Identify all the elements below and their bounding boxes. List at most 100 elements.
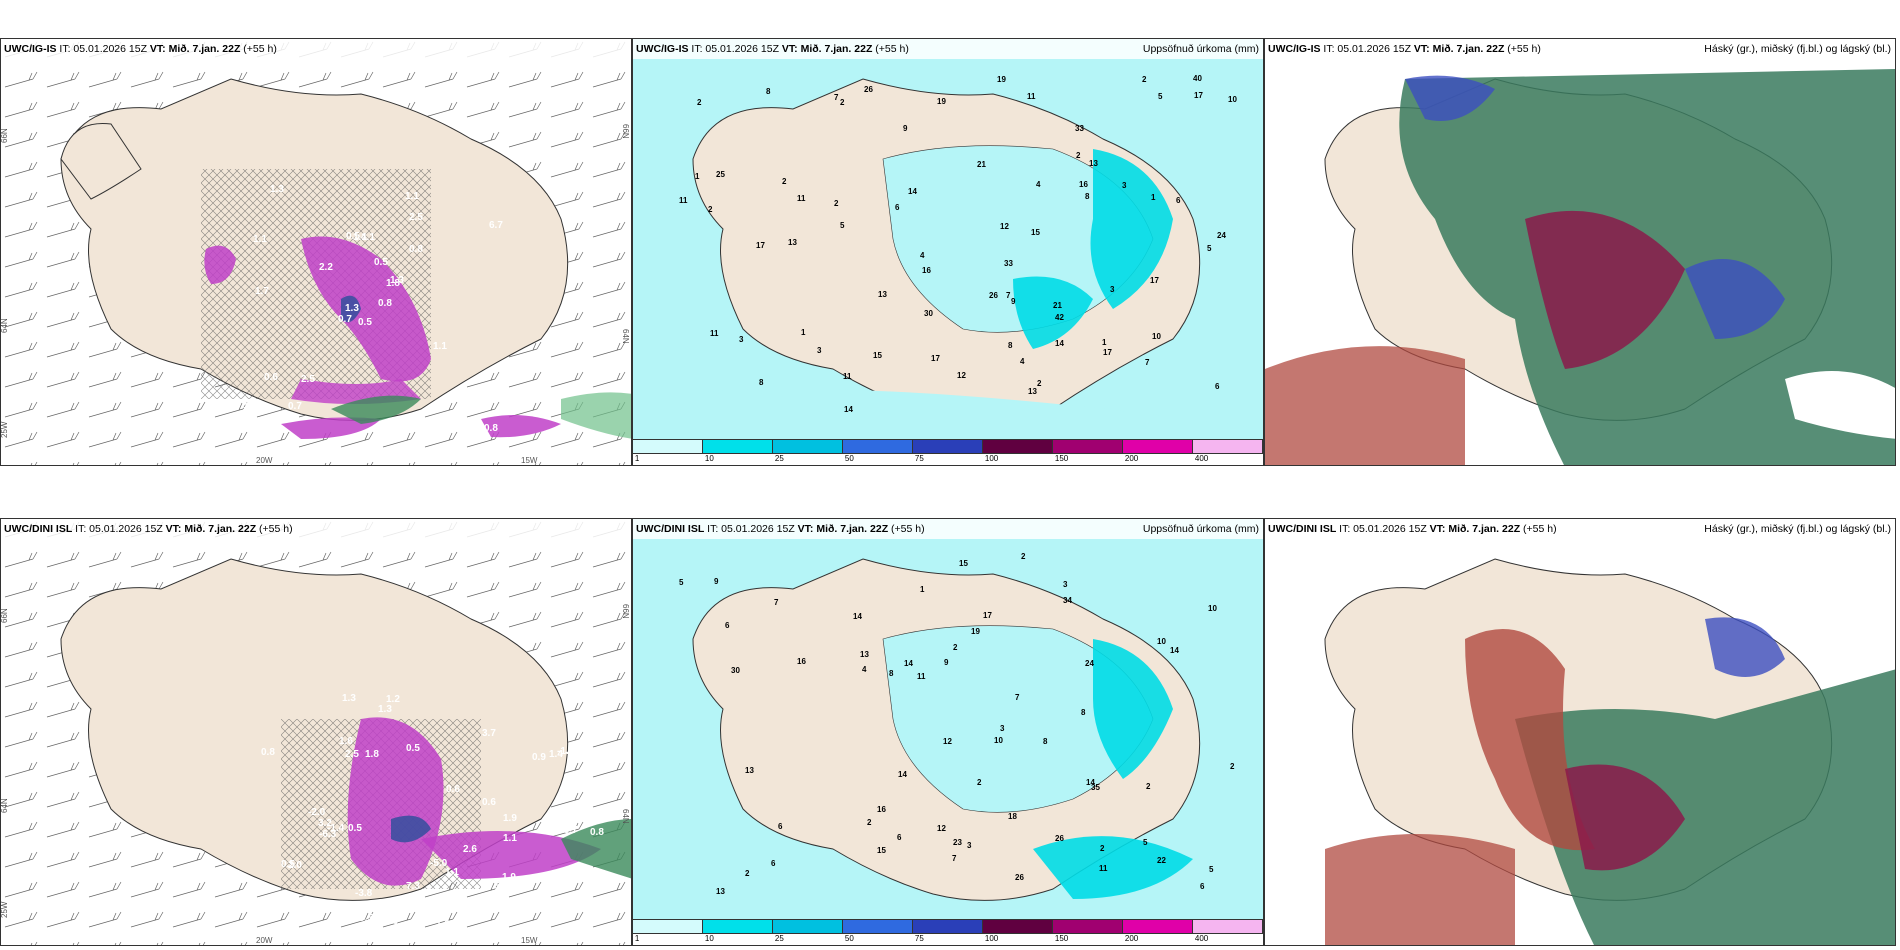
scale-label: 1 <box>634 454 640 463</box>
panel-accum-precip-dini: 2 2 3 2 1 2 5 3 2 2 6 4 6 15 26 13 14 13 12 10 5 6 7 8 35 34 14 19 1… <box>632 518 1264 946</box>
panel-clouds-igis: UWC/IG-IS IT: 05.01.2026 15Z VT: Mið. 7.… <box>1264 38 1896 466</box>
value-label: 8 <box>1081 708 1086 717</box>
value-label: 6 <box>1200 882 1205 891</box>
value-label: 17 <box>931 354 940 363</box>
value-label: 6 <box>778 822 783 831</box>
value-label: 2 <box>1021 552 1026 561</box>
value-label: 24 <box>1085 659 1094 668</box>
value-label: 2.5 <box>301 374 315 385</box>
value-label: 0.5 <box>346 231 360 242</box>
value-label: 1.1 <box>503 833 517 844</box>
value-label: 10 <box>1228 95 1237 104</box>
field-title: Uppsöfnuð úrkoma (mm) <box>1142 523 1259 535</box>
value-label: 5 <box>1209 865 1214 874</box>
init-time: IT: 05.01.2026 15Z <box>691 43 779 55</box>
value-label: 1 <box>1151 193 1156 202</box>
value-label: 2 <box>953 643 958 652</box>
lat-66-right-label: 66N <box>621 604 630 619</box>
value-label: 2.2 <box>319 262 333 273</box>
value-label: 16 <box>797 657 806 666</box>
value-label: 1.3 <box>243 400 257 411</box>
lead-time: (+55 h) <box>891 523 925 535</box>
lat-66-right-label: 66N <box>621 124 630 139</box>
value-label: 13 <box>878 290 887 299</box>
value-label: 1 <box>920 585 925 594</box>
value-label: 5 <box>1158 92 1163 101</box>
value-label: 7 <box>774 598 779 607</box>
model-name: UWC/IG-IS <box>4 43 57 55</box>
value-label: 6 <box>771 859 776 868</box>
model-name: UWC/DINI ISL <box>1268 523 1337 535</box>
value-label: 7.3 <box>406 881 420 892</box>
value-label: 9 <box>1011 297 1016 306</box>
scale-label: 50 <box>844 934 854 943</box>
value-label: 23 <box>953 838 962 847</box>
value-label: 14 <box>908 187 917 196</box>
map-svg: 2232125322646152613141312105678353414191… <box>633 519 1263 921</box>
value-label: -5.0 <box>430 858 448 869</box>
value-label: 21 <box>977 160 986 169</box>
scale-label: 200 <box>1124 934 1139 943</box>
lead-time: (+55 h) <box>243 43 277 55</box>
value-label: 5 <box>1143 838 1148 847</box>
value-label: 15.7 <box>558 825 578 836</box>
scale-label: 10 <box>704 454 714 463</box>
value-label: 1.8 <box>365 749 379 760</box>
value-label: 0.7 <box>338 314 352 325</box>
value-label: 17 <box>983 611 992 620</box>
map-accum-precip: 2 2 1 2 3 4 5 5 16 3 3 1 4 7 8 2 2 5 3 1 1 9 11 17 15 13 13 11 12 9 42… <box>633 39 1263 465</box>
value-label: 22 <box>1157 856 1166 865</box>
value-label: 1.4 <box>549 749 563 760</box>
value-label: 10 <box>994 736 1003 745</box>
value-label: 10 <box>1208 604 1217 613</box>
value-label: 8 <box>889 669 894 678</box>
value-labels: 2232125322646152613141312105678353414191… <box>679 552 1235 896</box>
lat-64-label: 64N <box>1 318 9 333</box>
value-label: 0.5 <box>281 859 295 870</box>
value-label: 0.5 <box>486 881 500 892</box>
scale-label: 75 <box>914 454 924 463</box>
model-name: UWC/IG-IS <box>636 43 689 55</box>
value-label: 16 <box>1079 180 1088 189</box>
value-label: 11 <box>843 372 852 381</box>
init-time: IT: 05.01.2026 15Z <box>707 523 795 535</box>
value-label: 3 <box>739 335 744 344</box>
value-label: 13 <box>716 887 725 896</box>
value-label: 13 <box>860 650 869 659</box>
value-label: 18 <box>1008 812 1017 821</box>
value-label: 5 <box>1207 244 1212 253</box>
lead-time: (+55 h) <box>1507 43 1541 55</box>
value-label: 11 <box>1027 92 1036 101</box>
value-label: 33 <box>1004 259 1013 268</box>
value-label: 0.8 <box>409 244 423 255</box>
panel-wind-precip-igis: 66N 64N 25W 20W 15W 64N 66N 0.5 1.1 1.3 1.3… <box>0 38 632 466</box>
lon-25-label: 25W <box>1 421 9 438</box>
value-label: 0.8 <box>378 298 392 309</box>
value-label: 25 <box>716 170 725 179</box>
value-label: 13 <box>1089 159 1098 168</box>
value-label: 1.3 <box>342 693 356 704</box>
value-label: 0.8 <box>484 423 498 434</box>
scale-labels: 1 10 25 50 75 100 150 200 400 <box>633 454 1263 465</box>
value-label: 1.3 <box>378 704 392 715</box>
init-time: IT: 05.01.2026 15Z <box>75 523 163 535</box>
model-name: UWC/DINI ISL <box>636 523 705 535</box>
value-label: 0.7 <box>269 427 283 438</box>
map-accum-precip: 2 2 3 2 1 2 5 3 2 2 6 4 6 15 26 13 14 13 12 10 5 6 7 8 35 34 14 19 1… <box>633 519 1263 945</box>
value-label: 12 <box>957 371 966 380</box>
value-label: 6 <box>1176 196 1181 205</box>
value-label: 34 <box>1063 596 1072 605</box>
value-label: -2.1 <box>571 717 589 728</box>
value-label: 0.5 <box>358 317 372 328</box>
value-label: 15 <box>1031 228 1040 237</box>
value-label: -1.2 <box>557 746 575 757</box>
value-label: -1.3 <box>565 747 583 758</box>
value-label: 1.1 <box>445 867 459 878</box>
map-clouds <box>1265 519 1895 945</box>
scale-label: 10 <box>704 934 714 943</box>
value-label: 1 <box>695 172 700 181</box>
lead-time: (+55 h) <box>1523 523 1557 535</box>
value-label: 6.7 <box>489 220 503 231</box>
value-label: 40 <box>1193 74 1202 83</box>
value-label: 14 <box>904 659 913 668</box>
